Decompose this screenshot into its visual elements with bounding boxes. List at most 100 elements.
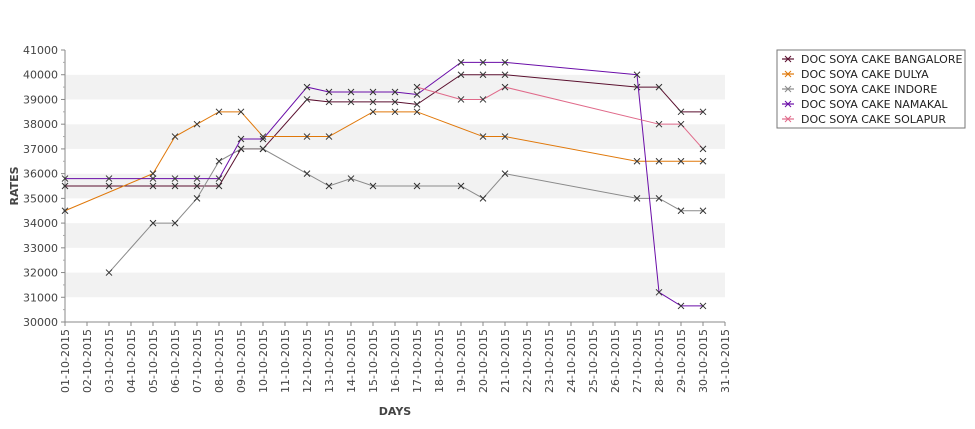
data-point-marker bbox=[633, 83, 641, 91]
data-point-marker bbox=[479, 71, 487, 79]
data-point-marker bbox=[171, 219, 179, 227]
x-tick-label: 06-10-2015 bbox=[169, 329, 182, 393]
data-point-marker bbox=[325, 98, 333, 106]
data-point-marker bbox=[655, 120, 663, 128]
data-point-marker bbox=[259, 145, 267, 153]
y-axis: 30000 31000 32000 33000 34000 35000 36000 37000… bbox=[23, 44, 65, 329]
data-point-marker bbox=[105, 182, 113, 190]
x-tick-label: 13-10-2015 bbox=[323, 329, 336, 393]
data-point-marker bbox=[149, 182, 157, 190]
data-point-marker bbox=[699, 108, 707, 116]
y-tick-label: 35000 bbox=[23, 192, 58, 205]
legend-marker bbox=[784, 55, 792, 63]
x-tick-label: 23-10-2015 bbox=[543, 329, 556, 393]
x-tick-label: 02-10-2015 bbox=[81, 329, 94, 393]
data-point-marker bbox=[347, 88, 355, 96]
data-point-marker bbox=[171, 175, 179, 182]
x-tick-label: 01-10-2015 bbox=[59, 329, 72, 393]
x-tick-label: 19-10-2015 bbox=[455, 329, 468, 393]
series-3 bbox=[105, 145, 707, 276]
x-axis-title: DAYS bbox=[379, 405, 412, 418]
data-point-marker bbox=[369, 88, 377, 96]
data-point-marker bbox=[501, 170, 509, 177]
grid-band bbox=[65, 50, 725, 75]
data-point-marker bbox=[215, 157, 223, 165]
y-tick-label: 41000 bbox=[23, 44, 58, 57]
legend: DOC SOYA CAKE BANGALORE DOC SOYA CAKE DUL… bbox=[776, 49, 966, 129]
series-2 bbox=[61, 108, 707, 215]
grid-band bbox=[65, 74, 725, 100]
x-tick-label: 11-10-2015 bbox=[279, 329, 292, 393]
grid-band bbox=[65, 198, 725, 224]
x-tick-label: 18-10-2015 bbox=[433, 329, 446, 393]
legend-label: DOC SOYA CAKE SOLAPUR bbox=[801, 113, 946, 126]
data-point-marker bbox=[61, 207, 69, 215]
x-tick-label: 21-10-2015 bbox=[499, 329, 512, 393]
data-point-marker bbox=[237, 108, 245, 116]
data-point-marker bbox=[347, 98, 355, 106]
data-point-marker bbox=[479, 133, 487, 140]
data-point-marker bbox=[457, 59, 465, 66]
data-point-marker bbox=[215, 182, 223, 190]
data-point-marker bbox=[457, 71, 465, 79]
data-point-marker bbox=[479, 195, 487, 202]
data-point-marker bbox=[325, 133, 333, 140]
data-point-marker bbox=[105, 269, 113, 276]
legend-item: DOC SOYA CAKE BANGALORE bbox=[782, 53, 962, 66]
data-point-marker bbox=[303, 96, 311, 103]
x-tick-label: 12-10-2015 bbox=[301, 329, 314, 393]
legend-marker bbox=[784, 100, 792, 108]
data-point-marker bbox=[413, 182, 421, 190]
data-point-marker bbox=[303, 170, 311, 177]
data-point-marker bbox=[457, 182, 465, 190]
data-point-marker bbox=[633, 195, 641, 202]
data-point-marker bbox=[149, 175, 157, 182]
x-tick-label: 05-10-2015 bbox=[147, 329, 160, 393]
legend-item: DOC SOYA CAKE INDORE bbox=[782, 83, 937, 96]
data-point-marker bbox=[457, 96, 465, 103]
y-tick-label: 31000 bbox=[23, 291, 58, 304]
x-tick-label: 03-10-2015 bbox=[103, 329, 116, 393]
legend-label: DOC SOYA CAKE BANGALORE bbox=[801, 53, 962, 66]
x-tick-label: 07-10-2015 bbox=[191, 329, 204, 393]
data-point-marker bbox=[171, 133, 179, 140]
data-point-marker bbox=[677, 108, 685, 116]
series-line bbox=[64, 111, 703, 212]
x-tick-label: 04-10-2015 bbox=[125, 329, 138, 393]
series-layer bbox=[61, 59, 707, 310]
grid-band bbox=[65, 297, 725, 322]
legend-label: DOC SOYA CAKE INDORE bbox=[801, 83, 937, 96]
data-point-marker bbox=[677, 157, 685, 165]
data-point-marker bbox=[413, 101, 421, 108]
data-point-marker bbox=[699, 157, 707, 165]
data-point-marker bbox=[677, 120, 685, 128]
legend-marker bbox=[784, 115, 792, 123]
x-tick-label: 31-10-2015 bbox=[719, 329, 732, 393]
x-tick-label: 16-10-2015 bbox=[389, 329, 402, 393]
grid-bands bbox=[65, 50, 725, 322]
y-tick-label: 39000 bbox=[23, 93, 58, 106]
x-tick-label: 30-10-2015 bbox=[697, 329, 710, 393]
y-axis-title: RATES bbox=[8, 166, 21, 205]
data-point-marker bbox=[655, 83, 663, 91]
data-point-marker bbox=[347, 175, 355, 182]
data-point-marker bbox=[413, 83, 421, 91]
data-point-marker bbox=[61, 182, 69, 190]
grid-band bbox=[65, 247, 725, 273]
data-point-marker bbox=[325, 88, 333, 96]
legend-item: DOC SOYA CAKE DULYA bbox=[782, 68, 929, 81]
x-tick-label: 14-10-2015 bbox=[345, 329, 358, 393]
data-point-marker bbox=[325, 182, 333, 190]
y-tick-label: 30000 bbox=[23, 316, 58, 329]
data-point-marker bbox=[391, 108, 399, 116]
data-point-marker bbox=[303, 83, 311, 91]
x-tick-label: 24-10-2015 bbox=[565, 329, 578, 393]
y-tick-label: 37000 bbox=[23, 143, 58, 156]
y-tick-label: 34000 bbox=[23, 217, 58, 230]
data-point-marker bbox=[369, 98, 377, 106]
data-point-marker bbox=[391, 88, 399, 96]
data-point-marker bbox=[479, 59, 487, 66]
grid-band bbox=[65, 272, 725, 298]
y-tick-label: 33000 bbox=[23, 242, 58, 255]
grid-band bbox=[65, 223, 725, 248]
